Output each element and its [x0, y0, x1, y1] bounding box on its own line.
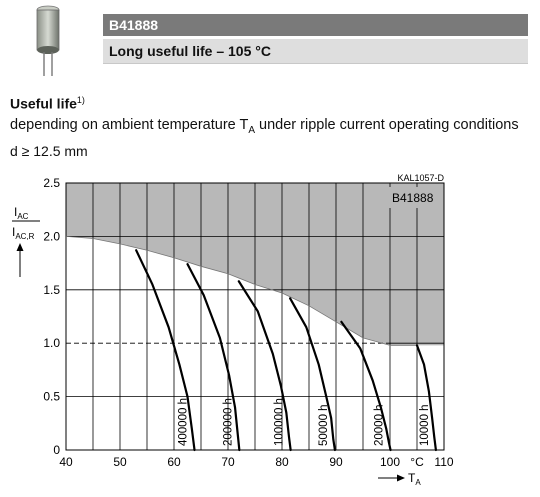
capacitor-icon — [36, 5, 60, 76]
inset-label-background — [388, 187, 441, 208]
y-tick-label: 0 — [53, 443, 60, 457]
life-curve — [415, 344, 437, 452]
description-prefix: depending on ambient temperature T — [10, 117, 249, 133]
x-tick-label: 100 — [380, 455, 400, 469]
y-tick-label: 0.5 — [43, 390, 60, 404]
x-tick-label: 50 — [113, 455, 127, 469]
life-curve — [289, 297, 337, 452]
plot-frame — [65, 182, 445, 451]
y-axis-arrow-head — [16, 243, 24, 251]
life-curve — [340, 320, 392, 452]
x-unit-label: °C — [410, 455, 424, 469]
inset-label-text: B41888 — [392, 191, 434, 205]
life-curve — [186, 263, 241, 452]
boundary-line — [65, 236, 417, 346]
part-number-header: B41888 — [103, 14, 528, 36]
curve-label: 100000 h — [274, 398, 286, 446]
x-tick-label: 90 — [329, 455, 343, 469]
x-axis-label: TA — [408, 471, 421, 487]
section-description: depending on ambient temperature TA unde… — [10, 117, 519, 136]
y-label-numerator: IAC — [14, 205, 29, 221]
series-subtitle: Long useful life – 105 °C — [103, 39, 528, 64]
y-label-denominator: IAC,R — [12, 225, 35, 241]
x-tick-label: 40 — [59, 455, 73, 469]
y-tick-label: 2.0 — [43, 229, 60, 243]
section-title-text: Useful life — [10, 95, 77, 112]
footnote-marker: 1) — [76, 95, 85, 105]
chart-code: KAL1057-D — [397, 173, 444, 183]
life-curve — [135, 249, 196, 452]
diameter-condition: d ≥ 12.5 mm — [10, 143, 88, 159]
x-tick-label: 80 — [275, 455, 289, 469]
x-tick-label: 70 — [221, 455, 235, 469]
curve-label: 20000 h — [374, 404, 386, 446]
description-suffix: under ripple current operating condition… — [255, 117, 519, 133]
curve-label: 200000 h — [222, 398, 234, 446]
useful-life-chart: KAL1057-D IAC IAC,R TA B41888 400000 h 200… — [12, 173, 454, 487]
life-curve — [237, 280, 292, 452]
y-tick-label: 1.5 — [43, 283, 60, 297]
inset-label-box: B41888 — [388, 187, 441, 208]
x-axis-arrow-head — [397, 474, 405, 482]
section-title: Useful life1) — [10, 95, 85, 112]
curve-label: 10000 h — [419, 404, 431, 446]
description-sub: A — [248, 124, 256, 136]
x-tick-label: 60 — [167, 455, 181, 469]
curve-label: 400000 h — [178, 398, 190, 446]
curve-label: 50000 h — [318, 404, 330, 446]
x-tick-label: 110 — [434, 455, 453, 469]
y-tick-label: 1.0 — [43, 336, 60, 350]
y-tick-label: 2.5 — [43, 176, 60, 190]
